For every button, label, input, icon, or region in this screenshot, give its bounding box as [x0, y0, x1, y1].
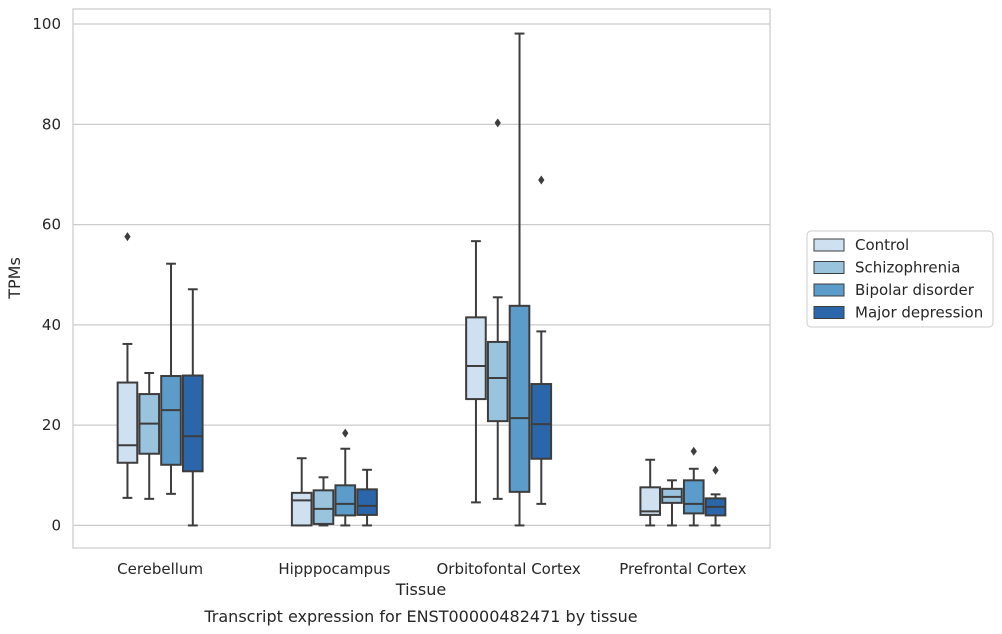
x-tick-label: Cerebellum — [117, 560, 203, 578]
box — [181, 374, 204, 473]
box — [639, 486, 662, 516]
box-group — [639, 458, 662, 527]
outlier-marker — [538, 175, 545, 185]
outlier-marker — [342, 428, 349, 438]
box-group — [160, 262, 182, 495]
box — [334, 484, 357, 517]
legend-swatch — [813, 283, 845, 297]
box-group — [661, 479, 683, 527]
chart-caption: Transcript expression for ENST0000048247… — [203, 607, 637, 626]
box — [508, 304, 531, 493]
box-plots — [116, 32, 727, 527]
y-tick-label: 0 — [51, 516, 61, 534]
box-group — [704, 465, 727, 527]
x-tick-label: Hipppocampus — [278, 560, 390, 578]
box — [465, 316, 487, 401]
y-tick-label: 60 — [42, 216, 61, 234]
x-axis-label: Tissue — [395, 580, 446, 599]
outlier-marker — [712, 465, 719, 475]
box-group — [530, 175, 553, 505]
legend-label: Control — [855, 236, 909, 254]
box-group — [290, 457, 313, 527]
plot-frame — [72, 8, 771, 549]
y-tick-labels: 0 20 40 60 80 100 — [32, 15, 61, 534]
box — [160, 375, 182, 466]
box-group — [356, 468, 378, 527]
box-group — [465, 240, 487, 504]
legend-swatch — [813, 306, 845, 319]
legend-frame — [806, 230, 994, 328]
x-tick-label: Orbitofontal Cortex — [437, 560, 581, 578]
box — [530, 383, 553, 460]
outlier-marker — [690, 446, 697, 456]
box — [290, 491, 313, 527]
outlier-marker — [124, 232, 131, 242]
x-tick-label: Prefrontal Cortex — [619, 560, 746, 578]
box — [486, 340, 509, 423]
box-group — [486, 118, 509, 500]
legend-label: Bipolar disorder — [855, 281, 975, 299]
box — [116, 381, 139, 464]
legend-swatch — [813, 261, 845, 274]
y-tick-label: 20 — [42, 416, 61, 434]
box-group — [508, 32, 531, 527]
y-tick-label: 80 — [42, 115, 61, 133]
box-group — [334, 428, 357, 527]
box-group — [138, 372, 161, 500]
outlier-marker — [494, 118, 501, 128]
box — [312, 489, 335, 525]
x-tick-labels: Cerebellum Hipppocampus Orbitofontal Corte… — [117, 560, 746, 578]
y-axis-label: TPMs — [5, 257, 24, 300]
y-tick-label: 40 — [42, 316, 61, 334]
legend: Control Schizophrenia Bipolar disorder Majo… — [806, 230, 994, 328]
box — [682, 479, 705, 515]
box-group — [312, 476, 335, 527]
legend-swatch — [813, 238, 845, 252]
legend-label: Major depression — [855, 304, 983, 322]
box — [661, 487, 683, 504]
box-group — [181, 288, 204, 527]
box-group — [682, 446, 705, 527]
box-group — [116, 232, 139, 499]
y-tick-label: 100 — [32, 15, 61, 33]
legend-label: Schizophrenia — [855, 259, 960, 277]
box — [356, 488, 378, 516]
